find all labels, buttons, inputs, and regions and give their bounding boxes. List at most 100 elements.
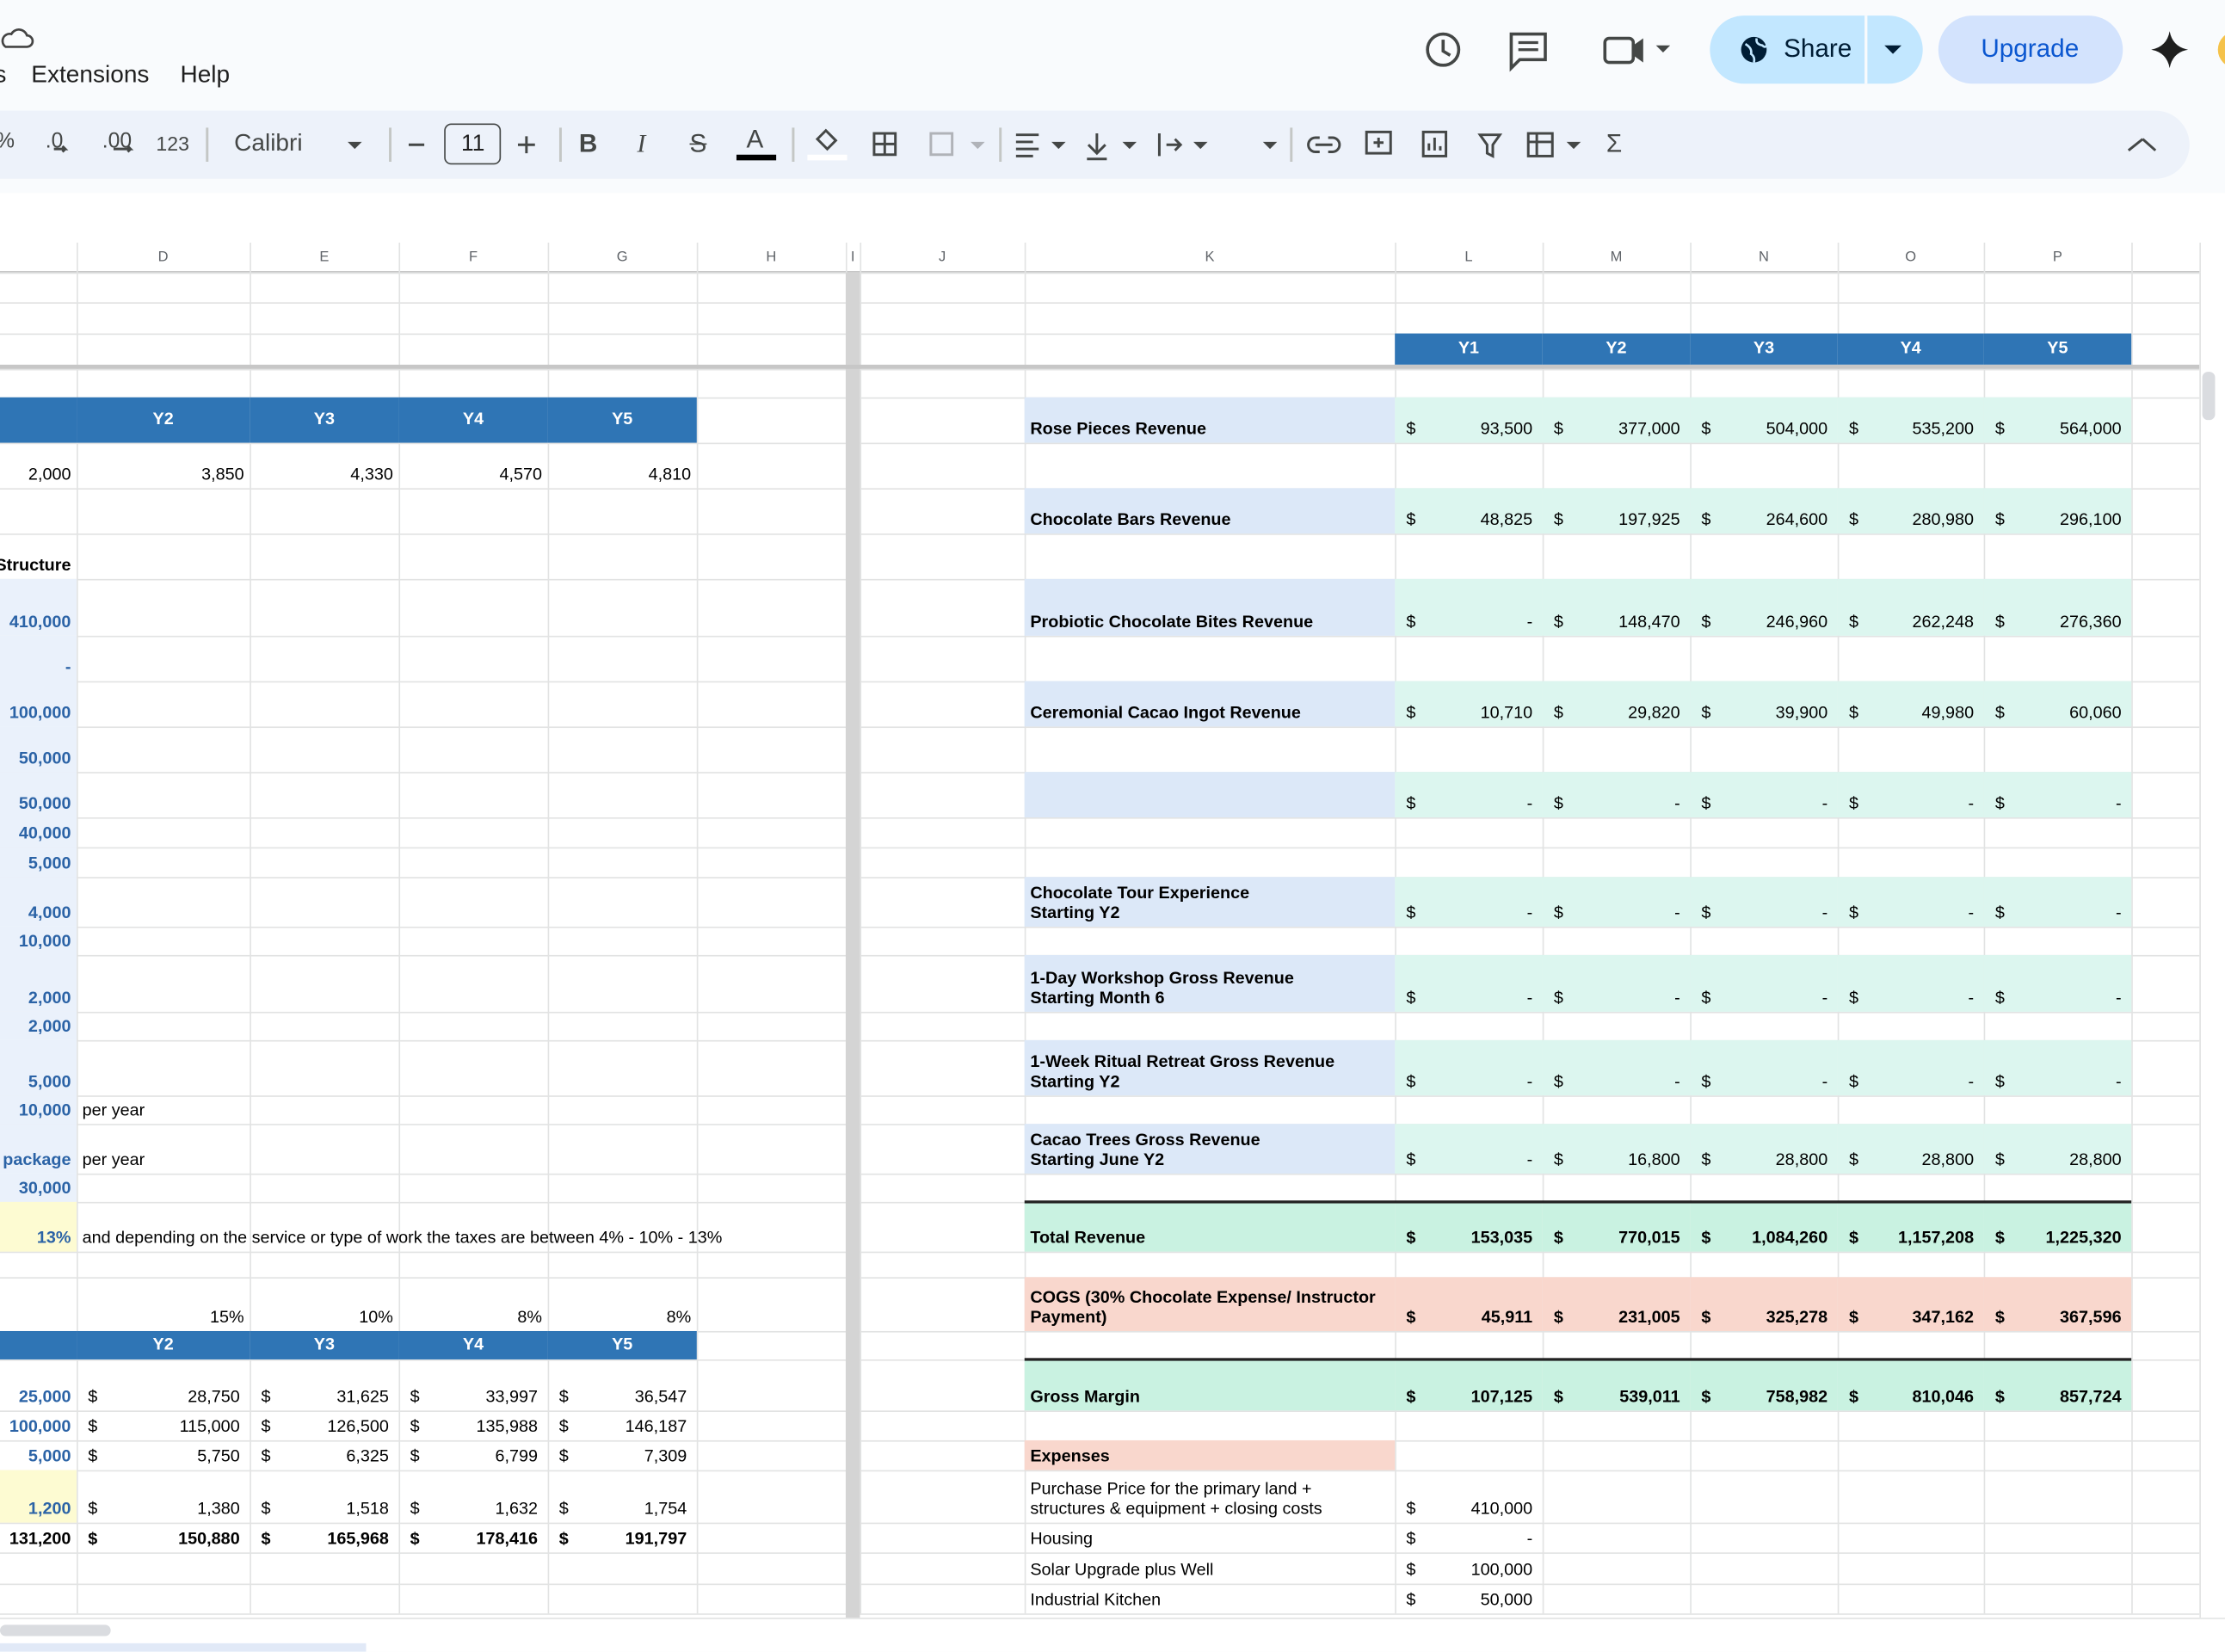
cell[interactable]: $ - <box>1395 955 1543 1012</box>
cell[interactable]: Y5 <box>2047 336 2068 357</box>
cell[interactable]: $ - <box>1838 1040 1984 1095</box>
cell[interactable]: Y4 <box>462 1333 484 1353</box>
cell[interactable]: 1,200 <box>28 1498 71 1519</box>
cell[interactable]: $410,000 <box>1395 1470 1543 1523</box>
cell[interactable]: Solar Upgrade plus Well <box>1030 1559 1214 1580</box>
strikethrough-button[interactable]: S <box>689 129 707 158</box>
font-size-box[interactable] <box>444 123 502 165</box>
cell[interactable]: 10% <box>359 1306 393 1328</box>
cell[interactable]: $ - <box>1984 772 2132 817</box>
scroll-thumb[interactable] <box>0 1624 111 1637</box>
cell[interactable]: $28,800 <box>1984 1124 2132 1174</box>
cell[interactable]: 8% <box>517 1306 543 1328</box>
cell[interactable]: $ - <box>1395 579 1543 636</box>
decrease-decimals[interactable]: .0 <box>45 129 64 154</box>
cell[interactable]: 30,000 <box>18 1177 71 1198</box>
italic-button[interactable]: I <box>637 129 646 158</box>
cell[interactable]: Y5 <box>612 1333 633 1353</box>
cell[interactable]: and depending on the service or type of … <box>77 1202 723 1252</box>
share-label[interactable]: Share <box>1784 34 1852 63</box>
cell[interactable]: $ - <box>1395 1523 1543 1553</box>
cell[interactable]: Chocolate Tour Experience Starting Y2 <box>1030 882 1250 922</box>
cell[interactable]: $ - <box>1690 1040 1838 1095</box>
scroll-thumb[interactable] <box>2202 372 2216 421</box>
cell[interactable]: 10,000 <box>18 1100 71 1120</box>
cell[interactable]: $ - <box>1690 955 1838 1012</box>
cell[interactable]: $197,925 <box>1543 488 1691 533</box>
cell[interactable]: $153,035 <box>1395 1202 1543 1252</box>
cell[interactable]: $148,470 <box>1543 579 1691 636</box>
cell[interactable]: Y3 <box>313 1333 335 1353</box>
cell[interactable]: 10,000 <box>18 930 71 951</box>
cell[interactable]: $325,278 <box>1690 1277 1838 1331</box>
cell[interactable]: 4,810 <box>648 464 692 484</box>
cell[interactable]: Y2 <box>152 1333 174 1353</box>
cell[interactable]: per year <box>82 1149 145 1169</box>
share-menu-arrow[interactable] <box>1883 44 1903 55</box>
cell[interactable]: Y3 <box>313 408 335 428</box>
cell[interactable]: $280,980 <box>1838 488 1984 533</box>
cell[interactable]: $29,820 <box>1543 681 1691 727</box>
cell[interactable]: Total Revenue <box>1030 1227 1146 1248</box>
cell[interactable]: $ - <box>1838 955 1984 1012</box>
cell[interactable]: $367,596 <box>1984 1277 2132 1331</box>
cell[interactable]: $49,980 <box>1838 681 1984 727</box>
column-header[interactable]: P <box>2052 250 2062 266</box>
cell[interactable]: $6,325 <box>250 1440 398 1470</box>
percent-format[interactable]: % <box>0 129 15 153</box>
cell[interactable]: $146,187 <box>548 1410 697 1440</box>
cell[interactable]: $ - <box>1984 877 2132 927</box>
cell[interactable]: $39,900 <box>1690 681 1838 727</box>
cell[interactable]: $33,997 <box>398 1359 547 1410</box>
cell[interactable]: $1,632 <box>398 1470 547 1523</box>
cell[interactable]: $60,060 <box>1984 681 2132 727</box>
cell[interactable]: $262,248 <box>1838 579 1984 636</box>
cell[interactable]: $276,360 <box>1984 579 2132 636</box>
cell[interactable]: $857,724 <box>1984 1359 2132 1410</box>
cell[interactable]: $178,416 <box>398 1523 547 1553</box>
cell[interactable]: $264,600 <box>1690 488 1838 533</box>
cell[interactable]: $1,380 <box>77 1470 250 1523</box>
cell[interactable]: 131,200 <box>9 1528 71 1549</box>
cell[interactable]: Y1 <box>1458 336 1480 357</box>
cell[interactable]: 2,000 <box>28 464 71 484</box>
cell[interactable]: 1-Day Workshop Gross Revenue Starting Mo… <box>1030 967 1294 1008</box>
cell[interactable]: $ - <box>1690 877 1838 927</box>
cell[interactable]: $ - <box>1395 877 1543 927</box>
cell[interactable]: $28,750 <box>77 1359 250 1410</box>
cell[interactable]: 5,000 <box>28 1446 71 1466</box>
cell[interactable]: Chocolate Bars Revenue <box>1030 509 1231 530</box>
cloud-icon[interactable] <box>0 22 37 53</box>
cell[interactable]: $45,911 <box>1395 1277 1543 1331</box>
font-size[interactable]: 11 <box>460 132 485 157</box>
cell[interactable]: $377,000 <box>1543 398 1691 443</box>
cell[interactable]: $ - <box>1543 1040 1691 1095</box>
cell[interactable]: $16,800 <box>1543 1124 1691 1174</box>
cell[interactable]: $ - <box>1395 1124 1543 1174</box>
text-color-button[interactable]: A <box>746 125 764 154</box>
cell[interactable]: 4,330 <box>350 464 393 484</box>
cell[interactable]: 4,000 <box>28 902 71 922</box>
cell[interactable]: $ - <box>1543 955 1691 1012</box>
cell[interactable]: $107,125 <box>1395 1359 1543 1410</box>
cell[interactable]: $28,800 <box>1838 1124 1984 1174</box>
cell[interactable]: $28,800 <box>1690 1124 1838 1174</box>
cell[interactable]: $ - <box>1395 1040 1543 1095</box>
menu-item[interactable]: s <box>0 61 6 89</box>
cell[interactable]: Industrial Kitchen <box>1030 1589 1162 1610</box>
cell[interactable]: Rose Pieces Revenue <box>1030 418 1206 439</box>
menu-item[interactable]: Extensions <box>31 60 150 89</box>
cell[interactable]: 5,000 <box>28 853 71 873</box>
cell[interactable]: $10,710 <box>1395 681 1543 727</box>
cell[interactable]: $231,005 <box>1543 1277 1691 1331</box>
cell[interactable]: Structure <box>0 554 71 575</box>
font-family[interactable]: Calibri <box>234 129 303 157</box>
cell[interactable]: per year <box>82 1100 145 1120</box>
cell[interactable]: Purchase Price for the primary land + st… <box>1030 1478 1322 1519</box>
column-header[interactable]: J <box>938 250 946 266</box>
cell[interactable]: $ - <box>1984 955 2132 1012</box>
history-icon[interactable] <box>1426 32 1461 67</box>
cell[interactable]: 1 <box>0 1331 77 1359</box>
column-header[interactable]: M <box>1610 250 1623 266</box>
cell[interactable]: 4,570 <box>499 464 543 484</box>
